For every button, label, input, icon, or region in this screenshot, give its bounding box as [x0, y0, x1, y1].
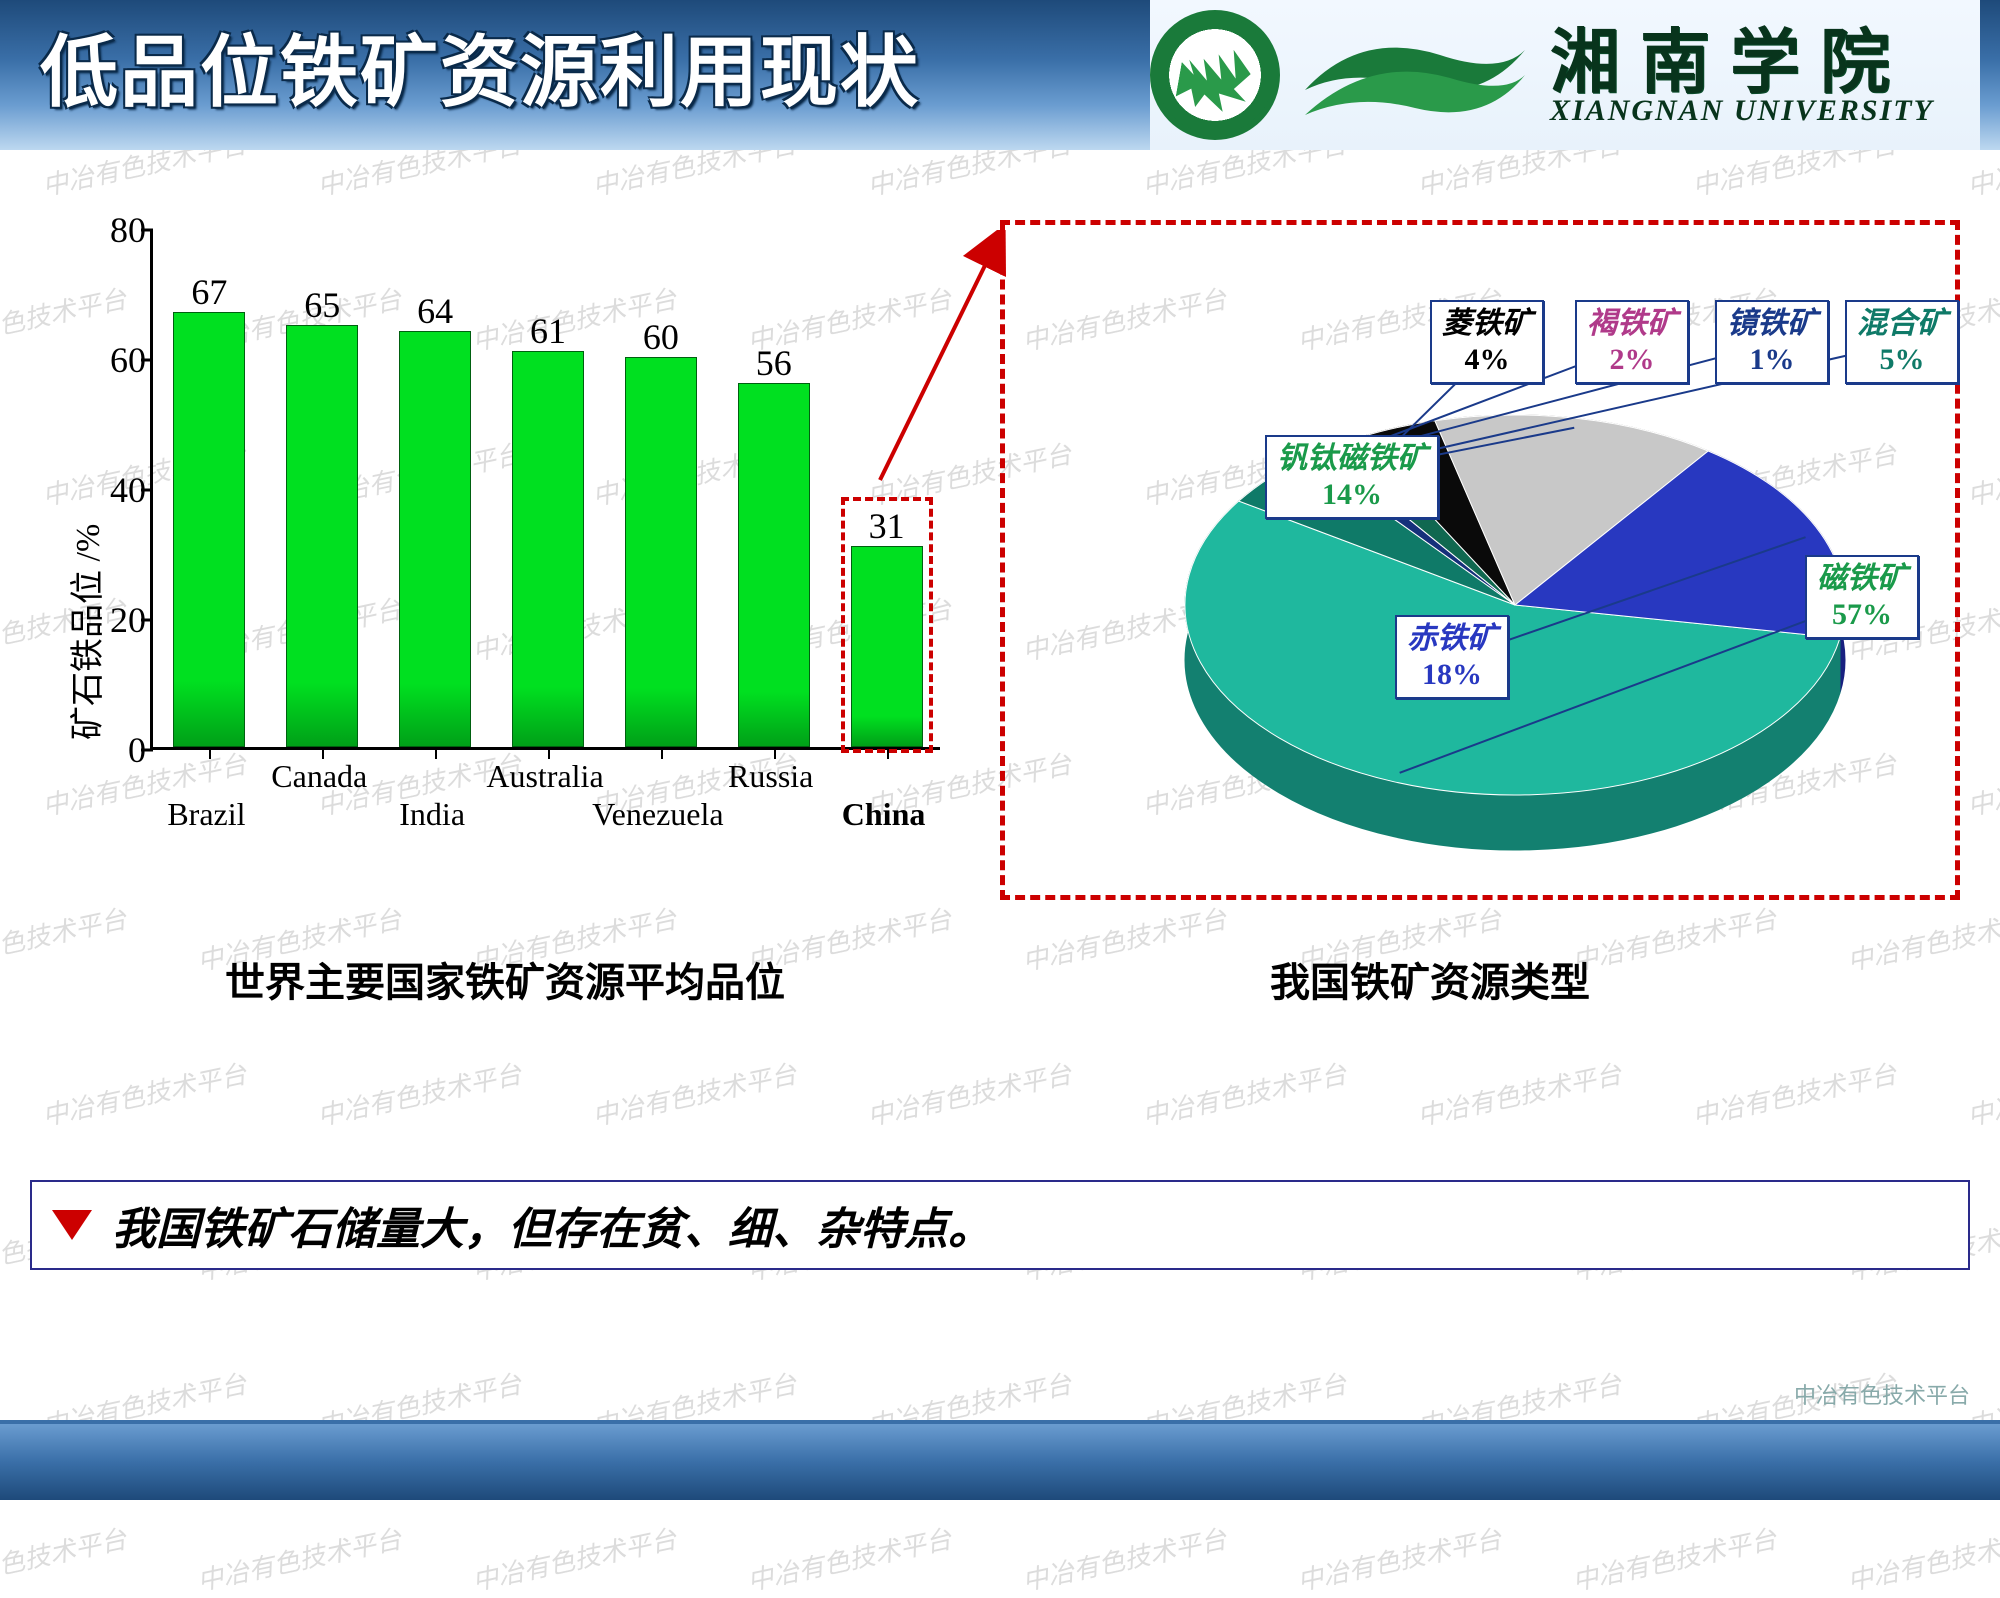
bullet-text: 我国铁矿石储量大，但存在贫、细、杂特点。 — [112, 1193, 992, 1257]
pie-label-褐铁矿: 褐铁矿2% — [1575, 300, 1689, 384]
bar-value-label: 60 — [643, 316, 679, 358]
pie-label-赤铁矿: 赤铁矿18% — [1395, 615, 1509, 699]
bar-value-label: 61 — [530, 310, 566, 352]
bar-venezuela: 60 — [625, 357, 697, 747]
pie-label-磁铁矿: 磁铁矿57% — [1805, 555, 1919, 639]
china-callout-arrow-icon — [870, 230, 1020, 490]
bar-value-label: 56 — [756, 342, 792, 384]
bar-chart: 矿石铁品位 /% 02040608067656461605631 CanadaA… — [40, 220, 960, 860]
pie-label-菱铁矿: 菱铁矿4% — [1430, 300, 1544, 384]
bar-india: 64 — [399, 331, 471, 747]
bar-xtick: Australia — [465, 758, 625, 795]
bar-australia: 61 — [512, 351, 584, 748]
bar-value-label: 64 — [417, 290, 453, 332]
bar-ytick: 20 — [98, 599, 146, 641]
bar-xtick: Canada — [239, 758, 399, 795]
pie-label-混合矿: 混合矿5% — [1845, 300, 1959, 384]
bar-xtick: Brazil — [126, 796, 286, 833]
header-band: 低品位铁矿资源利用现状 湘南学院 XIANGNAN UNIVERSITY — [0, 0, 2000, 150]
bar-ytick: 80 — [98, 209, 146, 251]
bar-russia: 56 — [738, 383, 810, 747]
bar-chart-caption: 世界主要国家铁矿资源平均品位 — [225, 950, 785, 1008]
bar-canada: 65 — [286, 325, 358, 748]
bullet-triangle-icon — [52, 1210, 92, 1240]
bar-xtick: Russia — [691, 758, 851, 795]
pie-label-镜铁矿: 镜铁矿1% — [1715, 300, 1829, 384]
bar-brazil: 67 — [173, 312, 245, 748]
footer-source-tag: 中冶有色技术平台 — [1794, 1378, 1970, 1410]
bar-xtick: China — [804, 796, 964, 833]
bullet-box: 我国铁矿石储量大，但存在贫、细、杂特点。 — [30, 1180, 1970, 1270]
university-swoosh-icon — [1300, 20, 1530, 130]
pie-chart-caption: 我国铁矿资源类型 — [1270, 950, 1590, 1008]
pie-label-钒钛磁铁矿: 钒钛磁铁矿14% — [1265, 435, 1439, 519]
bar-ytick: 0 — [98, 729, 146, 771]
university-seal-icon — [1150, 10, 1280, 140]
university-name-cn: 湘南学院 — [1550, 6, 1910, 107]
footer-band — [0, 1420, 2000, 1500]
university-logo-zone: 湘南学院 XIANGNAN UNIVERSITY — [1150, 0, 1980, 150]
bar-plot-area: 02040608067656461605631 — [150, 230, 940, 750]
pie-chart: 磁铁矿57% 混合矿5%镜铁矿1% 褐铁矿2% 菱铁矿4% 钒钛磁铁矿14% 赤铁矿18% — [1000, 220, 1960, 900]
bar-ytick: 40 — [98, 469, 146, 511]
bar-xtick: India — [352, 796, 512, 833]
china-highlight-box — [841, 497, 933, 754]
university-name-en: XIANGNAN UNIVERSITY — [1550, 94, 1934, 128]
bar-ytick: 60 — [98, 339, 146, 381]
page-title: 低品位铁矿资源利用现状 — [40, 10, 920, 122]
bar-value-label: 65 — [304, 284, 340, 326]
bar-value-label: 67 — [191, 271, 227, 313]
bar-xtick: Venezuela — [578, 796, 738, 833]
